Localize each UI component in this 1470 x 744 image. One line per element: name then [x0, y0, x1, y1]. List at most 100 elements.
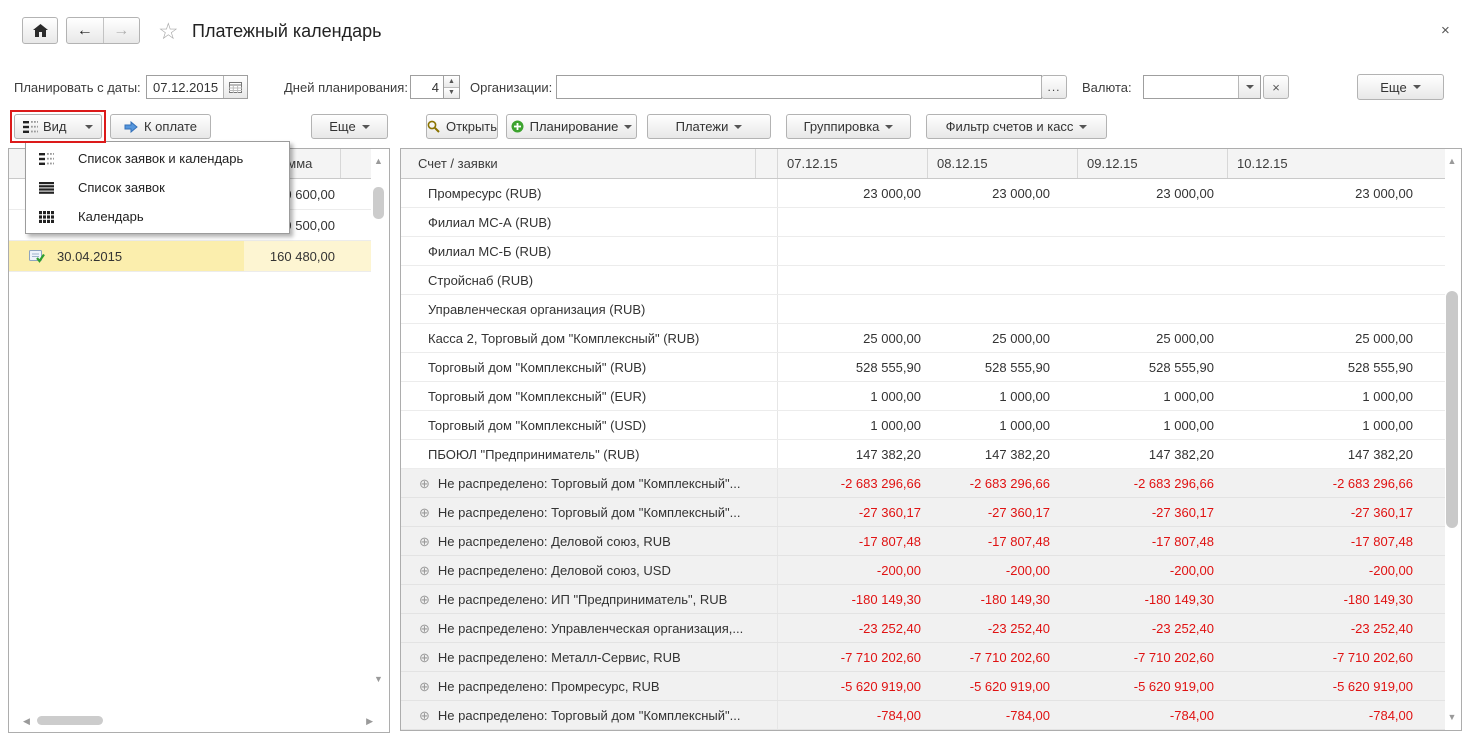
view-button[interactable]: Вид — [14, 114, 102, 139]
amount-cell-day3: 23 000,00 — [1156, 185, 1214, 201]
account-row[interactable]: ПБОЮЛ "Предприниматель" (RUB) 147 382,20 1… — [401, 440, 1445, 469]
currency-clear-button[interactable]: × — [1263, 75, 1289, 99]
account-row[interactable]: ⊕ Не распределено: ИП "Предприниматель", … — [401, 585, 1445, 614]
date-column-header-4[interactable]: 10.12.15 — [1237, 156, 1288, 171]
scroll-left-icon[interactable]: ◀ — [23, 716, 30, 726]
amount-cell-day1: -7 710 202,60 — [840, 649, 921, 665]
scrollbar-thumb[interactable] — [37, 716, 103, 725]
account-row[interactable]: ⊕ Не распределено: Торговый дом "Комплекс… — [401, 701, 1445, 730]
expand-plus-icon[interactable]: ⊕ — [419, 649, 430, 665]
account-row[interactable]: Промресурс (RUB) 23 000,00 23 000,00 23 000… — [401, 179, 1445, 208]
more-button-left-label: Еще — [329, 119, 356, 134]
amount-cell-day1: -5 620 919,00 — [840, 678, 921, 694]
account-row[interactable]: ⊕ Не распределено: Торговый дом "Комплекс… — [401, 469, 1445, 498]
account-row[interactable]: ⊕ Не распределено: Металл-Сервис, RUB -7 7… — [401, 643, 1445, 672]
stepper-down-icon[interactable]: ▼ — [444, 87, 459, 98]
stepper-up-icon[interactable]: ▲ — [444, 76, 459, 88]
forward-button[interactable]: → — [104, 18, 140, 43]
amount-cell-day4: -23 252,40 — [1350, 620, 1413, 636]
account-row[interactable]: ⊕ Не распределено: Торговый дом "Комплекс… — [401, 498, 1445, 527]
filter-accounts-button-label: Фильтр счетов и касс — [945, 119, 1074, 134]
scroll-up-icon[interactable]: ▲ — [1447, 156, 1457, 166]
planning-button[interactable]: Планирование — [506, 114, 637, 139]
currency-dropdown-button[interactable] — [1238, 76, 1260, 98]
expand-plus-icon[interactable]: ⊕ — [419, 504, 430, 520]
spacer-cell — [756, 672, 778, 700]
expand-plus-icon[interactable]: ⊕ — [419, 475, 430, 491]
more-button-top[interactable]: Еще — [1357, 74, 1444, 100]
expand-plus-icon[interactable]: ⊕ — [419, 620, 430, 636]
account-row[interactable]: Торговый дом "Комплексный" (RUB) 528 555,… — [401, 353, 1445, 382]
chevron-down-icon — [734, 124, 743, 129]
view-menu-item-3[interactable]: Календарь — [26, 202, 289, 231]
calendar-picker-button[interactable] — [223, 76, 247, 98]
filter-accounts-button[interactable]: Фильтр счетов и касс — [926, 114, 1107, 139]
spacer-column-header — [756, 149, 778, 178]
amount-cell-day2: -23 252,40 — [987, 620, 1050, 636]
amount-cell-day1: 23 000,00 — [863, 185, 921, 201]
expand-plus-icon[interactable]: ⊕ — [419, 707, 430, 723]
scrollbar-thumb[interactable] — [373, 187, 384, 219]
account-name: Филиал МС-А (RUB) — [428, 214, 552, 230]
account-row[interactable]: Торговый дом "Комплексный" (USD) 1 000,00… — [401, 411, 1445, 440]
amount-cell-day3: -5 620 919,00 — [1133, 678, 1214, 694]
date-column-header-1[interactable]: 07.12.15 — [778, 149, 928, 178]
plan-date-field[interactable]: 07.12.2015 — [146, 75, 248, 99]
scroll-right-icon[interactable]: ▶ — [366, 716, 373, 726]
home-button[interactable] — [22, 17, 58, 44]
expand-plus-icon[interactable]: ⊕ — [419, 533, 430, 549]
open-button-label: Открыть — [445, 119, 498, 134]
expand-plus-icon[interactable]: ⊕ — [419, 678, 430, 694]
view-menu-item-1[interactable]: Список заявок и календарь — [26, 144, 289, 173]
spacer-cell — [756, 324, 778, 352]
amount-cell-day2: -27 360,17 — [987, 504, 1050, 520]
main-vertical-scrollbar[interactable]: ▲ ▼ — [1444, 151, 1460, 729]
account-row[interactable]: Филиал МС-А (RUB) — [401, 208, 1445, 237]
organizations-field[interactable] — [556, 75, 1042, 99]
organizations-ellipsis-button[interactable]: ... — [1041, 75, 1067, 99]
scroll-down-icon[interactable]: ▼ — [374, 674, 383, 684]
expand-plus-icon[interactable]: ⊕ — [419, 562, 430, 578]
more-button-left-panel[interactable]: Еще — [311, 114, 388, 139]
home-icon — [32, 24, 48, 37]
amount-cell-day3: 1 000,00 — [1163, 388, 1214, 404]
account-row[interactable]: Филиал МС-Б (RUB) — [401, 237, 1445, 266]
expand-plus-icon[interactable]: ⊕ — [419, 591, 430, 607]
account-row[interactable]: ⊕ Не распределено: Деловой союз, USD -200,… — [401, 556, 1445, 585]
amount-cell-day2: -784,00 — [1005, 707, 1050, 723]
close-icon[interactable]: × — [1441, 22, 1450, 39]
payments-button[interactable]: Платежи — [647, 114, 771, 139]
account-row[interactable]: ⊕ Не распределено: Промресурс, RUB -5 620 … — [401, 672, 1445, 701]
account-column-header[interactable]: Счет / заявки — [401, 149, 756, 178]
open-button[interactable]: Открыть — [426, 114, 498, 139]
view-menu-item-2[interactable]: Список заявок — [26, 173, 289, 202]
scroll-down-icon[interactable]: ▼ — [1447, 712, 1457, 722]
currency-field[interactable] — [1143, 75, 1261, 99]
account-row[interactable]: Стройснаб (RUB) — [401, 266, 1445, 295]
to-pay-button[interactable]: К оплате — [110, 114, 211, 139]
days-field[interactable]: 4 — [410, 75, 444, 99]
amount-cell-day3: -23 252,40 — [1151, 620, 1214, 636]
request-spacer-cell — [341, 210, 371, 240]
request-row[interactable]: 9 500,00 — [9, 210, 371, 241]
amount-cell-day4: -784,00 — [1368, 707, 1413, 723]
date-column-header-3[interactable]: 09.12.15 — [1078, 149, 1228, 178]
account-row[interactable]: Управленческая организация (RUB) — [401, 295, 1445, 324]
request-row[interactable]: 30.04.2015 160 480,00 — [9, 241, 371, 272]
grouping-button[interactable]: Группировка — [786, 114, 911, 139]
amount-cell-day1: -23 252,40 — [858, 620, 921, 636]
back-button[interactable]: ← — [67, 18, 104, 43]
scroll-up-icon[interactable]: ▲ — [374, 156, 383, 166]
account-row[interactable]: ⊕ Не распределено: Деловой союз, RUB -17 8… — [401, 527, 1445, 556]
favorite-star-icon[interactable]: ☆ — [158, 18, 179, 44]
account-row[interactable]: Торговый дом "Комплексный" (EUR) 1 000,00… — [401, 382, 1445, 411]
left-horizontal-scrollbar[interactable]: ◀ ▶ — [23, 714, 373, 728]
account-row[interactable]: ⊕ Не распределено: Управленческая организ… — [401, 614, 1445, 643]
amount-cell-day4: 1 000,00 — [1362, 417, 1413, 433]
scrollbar-thumb[interactable] — [1446, 291, 1458, 528]
left-vertical-scrollbar[interactable]: ▲ ▼ — [371, 151, 386, 709]
account-row[interactable]: Касса 2, Торговый дом "Комплексный" (RUB… — [401, 324, 1445, 353]
amount-cell-day1: 25 000,00 — [863, 330, 921, 346]
spacer-cell — [756, 527, 778, 555]
date-column-header-2[interactable]: 08.12.15 — [928, 149, 1078, 178]
